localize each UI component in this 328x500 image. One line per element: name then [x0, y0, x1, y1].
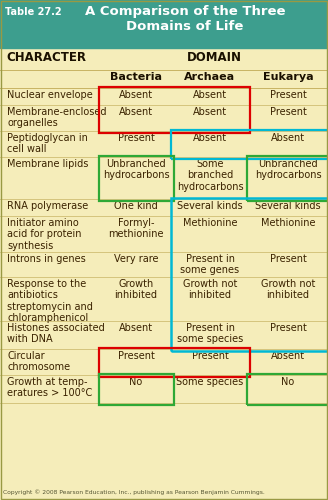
Text: Absent: Absent — [119, 107, 153, 117]
Text: Present: Present — [270, 107, 306, 117]
Text: RNA polymerase: RNA polymerase — [7, 201, 88, 211]
Text: Absent: Absent — [193, 107, 227, 117]
Text: Histones associated
with DNA: Histones associated with DNA — [7, 323, 105, 344]
Text: Absent: Absent — [193, 90, 227, 100]
Text: Unbranched
hydrocarbons: Unbranched hydrocarbons — [255, 159, 321, 180]
Text: Table 27.2: Table 27.2 — [5, 7, 62, 17]
Text: Growth at temp-
eratures > 100°C: Growth at temp- eratures > 100°C — [7, 377, 92, 398]
Text: No: No — [129, 377, 143, 387]
Text: Present: Present — [270, 90, 306, 100]
Text: Absent: Absent — [271, 133, 305, 143]
Bar — [247, 156, 328, 200]
Text: Methionine: Methionine — [183, 218, 237, 228]
Text: A Comparison of the Three
Domains of Life: A Comparison of the Three Domains of Lif… — [85, 5, 285, 34]
Bar — [0, 0, 328, 48]
Text: CHARACTER: CHARACTER — [6, 51, 86, 64]
Text: Initiator amino
acid for protein
synthesis: Initiator amino acid for protein synthes… — [7, 218, 81, 251]
Text: Present: Present — [117, 133, 154, 143]
Bar — [98, 156, 174, 200]
Text: Eukarya: Eukarya — [263, 72, 313, 82]
Text: Membrane-enclosed
organelles: Membrane-enclosed organelles — [7, 107, 107, 128]
Text: Some
branched
hydrocarbons: Some branched hydrocarbons — [177, 159, 243, 192]
Text: Absent: Absent — [193, 133, 227, 143]
Text: Present: Present — [270, 323, 306, 333]
Text: Bacteria: Bacteria — [110, 72, 162, 82]
Text: Nuclear envelope: Nuclear envelope — [7, 90, 93, 100]
Text: One kind: One kind — [114, 201, 158, 211]
Text: Present: Present — [192, 351, 228, 361]
Text: DOMAIN: DOMAIN — [187, 51, 241, 64]
Text: Unbranched
hydrocarbons: Unbranched hydrocarbons — [103, 159, 169, 180]
Text: Some species: Some species — [176, 377, 244, 387]
Text: Growth not
inhibited: Growth not inhibited — [183, 279, 237, 300]
Text: Growth
inhibited: Growth inhibited — [114, 279, 157, 300]
Text: Very rare: Very rare — [114, 254, 158, 264]
Text: Formyl-
methionine: Formyl- methionine — [108, 218, 164, 240]
Text: Present in
some genes: Present in some genes — [180, 254, 239, 276]
Text: Several kinds: Several kinds — [177, 201, 243, 211]
Bar — [98, 348, 250, 376]
Text: Circular
chromosome: Circular chromosome — [7, 351, 70, 372]
Text: Membrane lipids: Membrane lipids — [7, 159, 88, 169]
Text: Absent: Absent — [271, 351, 305, 361]
Bar — [98, 86, 250, 132]
Bar — [247, 374, 328, 404]
Text: Absent: Absent — [119, 323, 153, 333]
Text: Present: Present — [270, 254, 306, 264]
Text: Several kinds: Several kinds — [255, 201, 321, 211]
Text: No: No — [281, 377, 295, 387]
Text: Peptidoglycan in
cell wall: Peptidoglycan in cell wall — [7, 133, 88, 154]
Bar — [171, 130, 328, 158]
Text: Present in
some species: Present in some species — [177, 323, 243, 344]
Text: Archaea: Archaea — [184, 72, 236, 82]
Text: Response to the
antibiotics
streptomycin and
chloramphenicol: Response to the antibiotics streptomycin… — [7, 279, 93, 324]
Text: Copyright © 2008 Pearson Education, Inc., publishing as Pearson Benjamin Cumming: Copyright © 2008 Pearson Education, Inc.… — [3, 490, 265, 495]
Text: Present: Present — [117, 351, 154, 361]
Text: Absent: Absent — [119, 90, 153, 100]
Bar — [98, 374, 174, 404]
Text: Introns in genes: Introns in genes — [7, 254, 86, 264]
Text: Methionine: Methionine — [261, 218, 315, 228]
Bar — [171, 198, 328, 350]
Text: Growth not
inhibited: Growth not inhibited — [261, 279, 315, 300]
